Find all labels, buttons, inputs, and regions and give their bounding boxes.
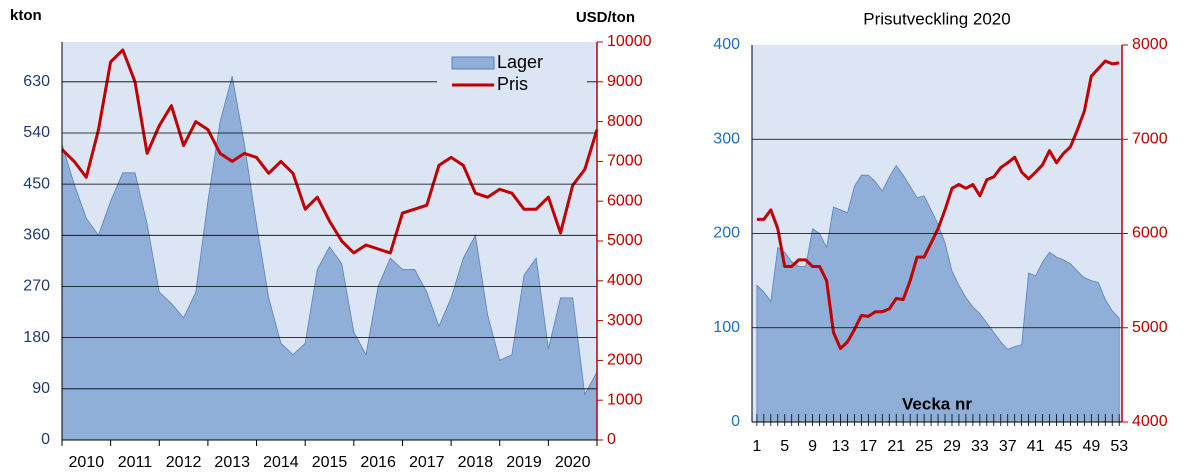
x-tick-label: 2016 <box>360 454 396 471</box>
x-tick-label: 2012 <box>166 454 202 471</box>
x-tick-label: 2017 <box>409 454 445 471</box>
y-tick-label: 360 <box>23 227 50 244</box>
x-tick-label: 2010 <box>69 454 105 471</box>
area-series <box>61 75 598 441</box>
y-tick-label: 180 <box>23 329 50 346</box>
chart-title: Prisutveckling 2020 <box>863 9 1010 28</box>
line-series <box>60 48 599 255</box>
x-tick-label: 2013 <box>214 454 250 471</box>
y2-tick-label: 10000 <box>607 33 652 50</box>
legend-label: Pris <box>497 74 528 94</box>
x-tick-label: 13 <box>832 438 850 455</box>
x-tick-label: 45 <box>1055 438 1073 455</box>
x-tick-label: 33 <box>971 438 989 455</box>
x-tick-label: 21 <box>887 438 905 455</box>
y2-tick-label: 4000 <box>607 272 643 289</box>
y-tick-label: 270 <box>23 278 50 295</box>
y-tick-label: 0 <box>41 431 50 448</box>
x-tick-label: 25 <box>915 438 933 455</box>
y2-tick-label: 2000 <box>607 352 643 369</box>
y2-tick-label: 5000 <box>1132 319 1168 336</box>
y-tick-label: 300 <box>713 130 740 147</box>
x-tick-label: 9 <box>808 438 817 455</box>
y2-tick-label: 7000 <box>607 153 643 170</box>
y2-tick-label: 3000 <box>607 312 643 329</box>
y-tick-label: 0 <box>731 413 740 430</box>
x-tick-label: 2019 <box>506 454 542 471</box>
y2-axis-label: USD/ton <box>576 9 635 26</box>
x-tick-label: 2014 <box>263 454 299 471</box>
y-tick-label: 200 <box>713 225 740 242</box>
area-series <box>756 164 1120 423</box>
legend-swatch <box>451 56 495 70</box>
x-tick-label: 2015 <box>312 454 348 471</box>
x-tick-label: 5 <box>780 438 789 455</box>
y2-tick-label: 4000 <box>1132 413 1168 430</box>
x-axis-label: Vecka nr <box>902 394 972 413</box>
x-tick-label: 29 <box>943 438 961 455</box>
x-tick-label: 1 <box>752 438 761 455</box>
x-tick-label: 41 <box>1027 438 1045 455</box>
x-tick-label: 37 <box>999 438 1017 455</box>
y2-tick-label: 6000 <box>607 192 643 209</box>
x-tick-label: 53 <box>1110 438 1128 455</box>
y-axis-label: kton <box>10 7 42 24</box>
y-tick-label: 630 <box>23 73 50 90</box>
y2-tick-label: 7000 <box>1132 130 1168 147</box>
y-tick-label: 90 <box>32 380 50 397</box>
x-tick-label: 2020 <box>555 454 591 471</box>
x-tick-label: 49 <box>1082 438 1100 455</box>
y-tick-label: 100 <box>713 319 740 336</box>
y-tick-label: 540 <box>23 124 50 141</box>
y-tick-label: 400 <box>713 36 740 53</box>
y2-tick-label: 1000 <box>607 391 643 408</box>
y2-tick-label: 9000 <box>607 73 643 90</box>
y-tick-label: 450 <box>23 175 50 192</box>
x-tick-label: 2011 <box>118 454 153 471</box>
y2-tick-label: 5000 <box>607 232 643 249</box>
x-tick-label: 17 <box>859 438 877 455</box>
y2-tick-label: 0 <box>607 431 616 448</box>
y2-tick-label: 6000 <box>1132 225 1168 242</box>
legend-label: Lager <box>497 52 543 72</box>
x-tick-label: 2018 <box>458 454 494 471</box>
y2-tick-label: 8000 <box>1132 36 1168 53</box>
y2-tick-label: 8000 <box>607 113 643 130</box>
line-series <box>756 59 1120 350</box>
